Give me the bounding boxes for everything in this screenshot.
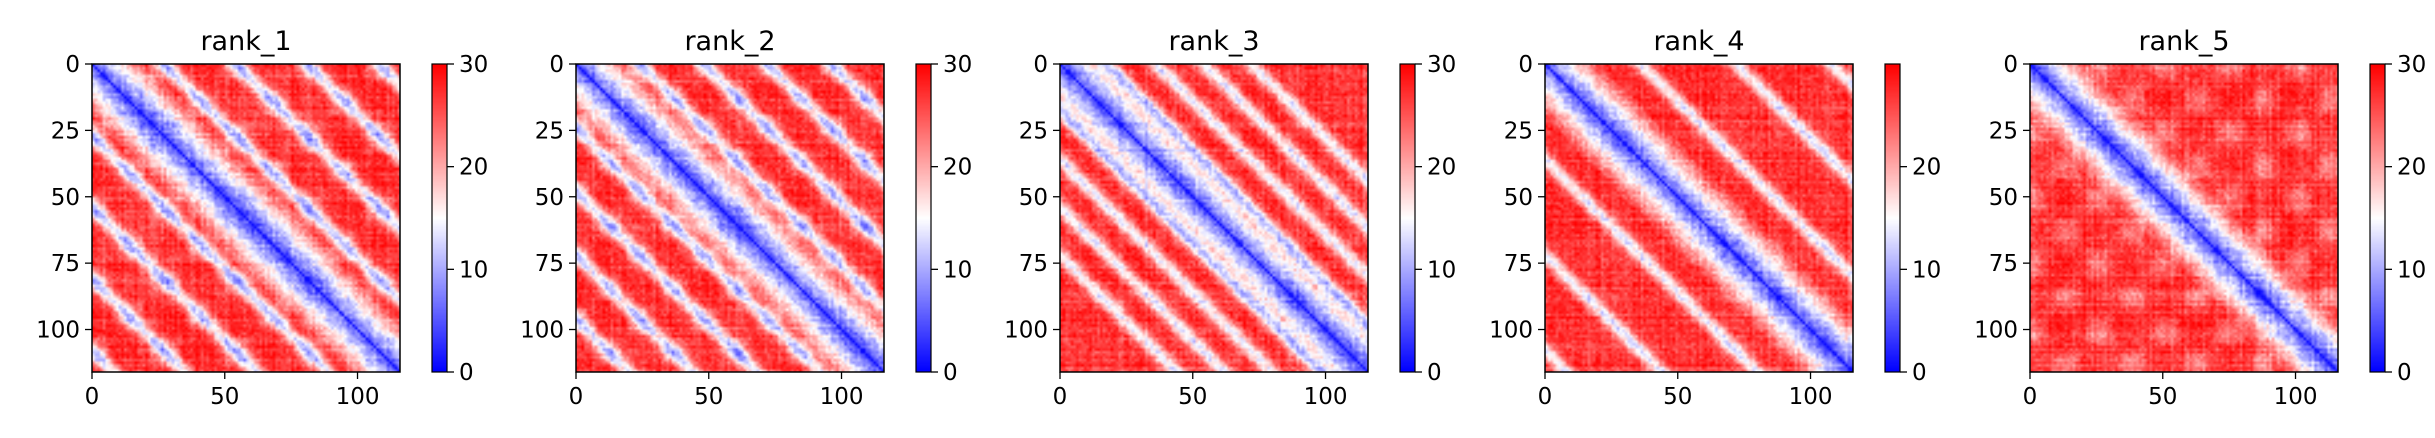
colorbar: 0 10 20 30 [915, 52, 972, 386]
colorbar-tick-label: 10 [1912, 257, 1941, 283]
x-tick-label: 100 [2274, 384, 2318, 410]
x-tick-label: 0 [1053, 384, 1068, 410]
colorbar-tick-label: 0 [943, 360, 958, 386]
heatmap-panel-4: rank_4 0 50 100 0 25 50 75 100 0 10 20 [1489, 26, 1941, 410]
heatmap-panel-1: rank_1 0 50 100 0 25 50 75 100 0 10 20 30 [36, 26, 488, 410]
colorbar-frame [2369, 63, 2386, 373]
x-tick-label: 0 [569, 384, 584, 410]
colorbar-tick-label: 0 [459, 360, 474, 386]
x-tick-label: 100 [820, 384, 864, 410]
y-tick-label: 75 [535, 251, 564, 277]
x-tick-label: 50 [210, 384, 239, 410]
colorbar-tick-label: 20 [459, 155, 488, 181]
y-tick-label: 0 [65, 52, 80, 78]
plot-frame [91, 63, 401, 373]
colorbar-tick-label: 20 [943, 155, 972, 181]
colorbar-tick-label: 30 [459, 52, 488, 78]
heatmap-panel-2: rank_2 0 50 100 0 25 50 75 100 0 10 20 30 [520, 26, 972, 410]
y-tick-label: 100 [36, 318, 80, 344]
plot-frame [1059, 63, 1369, 373]
y-tick-label: 75 [1504, 251, 1533, 277]
x-tick-label: 50 [1178, 384, 1207, 410]
colorbar: 0 10 20 30 [1399, 52, 1456, 386]
y-tick-label: 50 [1019, 185, 1048, 211]
y-tick-label: 100 [1974, 318, 2018, 344]
panel-title: rank_3 [1168, 26, 1259, 57]
heatmap-cells [2030, 64, 2338, 372]
y-tick-label: 50 [1504, 185, 1533, 211]
colorbar-tick-label: 10 [1427, 257, 1456, 283]
colorbar-gradient [1885, 64, 1900, 372]
colorbar-tick-label: 0 [1912, 360, 1927, 386]
y-tick-label: 25 [535, 118, 564, 144]
panel-title: rank_4 [1653, 26, 1744, 57]
y-tick-label: 25 [1989, 118, 2018, 144]
heatmap-panel-3: rank_3 0 50 100 0 25 50 75 100 0 10 20 30 [1004, 26, 1456, 410]
y-tick-label: 25 [1504, 118, 1533, 144]
heatmap-cells [576, 64, 884, 372]
x-tick-label: 0 [1538, 384, 1553, 410]
colorbar-tick-label: 20 [1427, 155, 1456, 181]
colorbar-frame [1884, 63, 1901, 373]
colorbar-tick-label: 30 [1427, 52, 1456, 78]
colorbar-frame [431, 63, 448, 373]
panel-title: rank_1 [200, 26, 291, 57]
colorbar-tick-label: 20 [1912, 155, 1941, 181]
plot-frame [2029, 63, 2339, 373]
y-tick-label: 0 [2003, 52, 2018, 78]
colorbar: 0 10 20 30 [431, 52, 488, 386]
colorbar-gradient [1400, 64, 1415, 372]
colorbar: 0 10 20 [1884, 63, 1941, 386]
x-tick-label: 100 [1789, 384, 1833, 410]
x-tick-label: 100 [1304, 384, 1348, 410]
colorbar-tick-label: 0 [2397, 360, 2412, 386]
colorbar-tick-label: 30 [943, 52, 972, 78]
panel-title: rank_2 [684, 26, 775, 57]
colorbar-gradient [2370, 64, 2385, 372]
colorbar-tick-label: 30 [2397, 52, 2426, 78]
x-tick-label: 50 [1663, 384, 1692, 410]
x-tick-label: 50 [2148, 384, 2177, 410]
y-tick-label: 50 [51, 185, 80, 211]
y-tick-label: 0 [1518, 52, 1533, 78]
x-tick-label: 0 [2023, 384, 2038, 410]
y-tick-label: 50 [535, 185, 564, 211]
y-tick-label: 75 [1019, 251, 1048, 277]
y-tick-label: 100 [520, 318, 564, 344]
colorbar-tick-label: 10 [943, 257, 972, 283]
y-tick-label: 100 [1489, 318, 1533, 344]
colorbar: 0 10 20 30 [2369, 52, 2426, 386]
colorbar-tick-label: 0 [1427, 360, 1442, 386]
x-tick-label: 0 [85, 384, 100, 410]
colorbar-frame [915, 63, 932, 373]
colorbar-gradient [432, 64, 447, 372]
y-tick-label: 100 [1004, 318, 1048, 344]
colorbar-tick-label: 10 [459, 257, 488, 283]
colorbar-tick-label: 10 [2397, 257, 2426, 283]
y-tick-label: 0 [549, 52, 564, 78]
colorbar-tick-label: 20 [2397, 155, 2426, 181]
plot-frame [1544, 63, 1854, 373]
x-tick-label: 100 [336, 384, 380, 410]
x-tick-label: 50 [694, 384, 723, 410]
y-tick-label: 75 [51, 251, 80, 277]
y-tick-label: 50 [1989, 185, 2018, 211]
plot-frame [575, 63, 885, 373]
heatmap-cells [1060, 64, 1368, 372]
heatmap-cells [92, 64, 400, 372]
y-tick-label: 75 [1989, 251, 2018, 277]
panel-title: rank_5 [2138, 26, 2229, 57]
y-tick-label: 25 [1019, 118, 1048, 144]
colorbar-gradient [916, 64, 931, 372]
heatmap-panel-5: rank_5 0 50 100 0 25 50 75 100 0 10 20 30 [1974, 26, 2426, 410]
heatmap-cells [1545, 64, 1853, 372]
colorbar-frame [1399, 63, 1416, 373]
y-tick-label: 0 [1033, 52, 1048, 78]
y-tick-label: 25 [51, 118, 80, 144]
